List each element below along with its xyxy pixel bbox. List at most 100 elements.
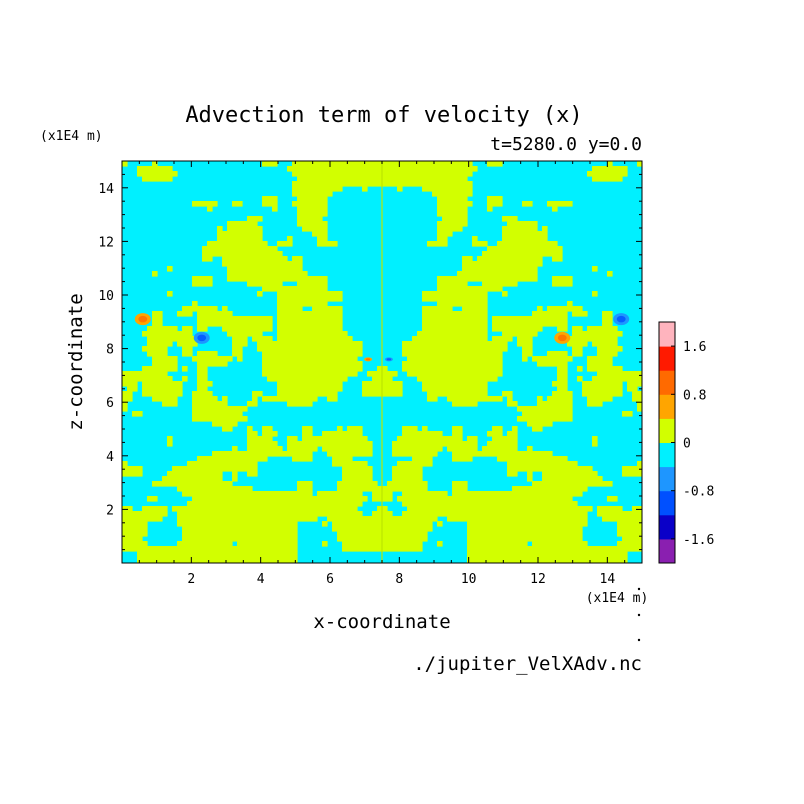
field-cell [312, 321, 318, 327]
field-cell [482, 346, 488, 352]
field-cell [352, 466, 358, 472]
field-cell [462, 501, 468, 507]
field-cell [232, 351, 238, 357]
field-cell [572, 541, 578, 547]
field-cell [527, 521, 533, 527]
field-cell [462, 191, 468, 197]
field-cell [277, 531, 283, 537]
field-cell [332, 176, 338, 182]
field-cell [337, 531, 343, 537]
field-cell [507, 561, 513, 563]
field-cell [227, 256, 233, 262]
field-cell [272, 261, 278, 267]
field-cell [192, 536, 198, 542]
field-cell [197, 406, 203, 412]
field-cell [317, 336, 323, 342]
field-cell [497, 526, 503, 532]
field-cell [607, 376, 613, 382]
field-cell [247, 401, 253, 407]
field-cell [532, 491, 538, 497]
field-cell [452, 206, 458, 212]
field-cell [597, 556, 603, 562]
field-cell [437, 321, 443, 327]
field-cell [412, 471, 418, 477]
field-cell [547, 486, 553, 492]
field-cell [457, 336, 463, 342]
field-cell [197, 491, 203, 497]
field-cell [342, 536, 348, 542]
field-cell [472, 546, 478, 552]
field-cell [267, 321, 273, 327]
field-cell [207, 456, 213, 462]
field-cell [157, 336, 163, 342]
field-cell [572, 551, 578, 557]
field-cell [262, 336, 268, 342]
field-cell [472, 236, 478, 242]
field-cell [187, 541, 193, 547]
field-cell [262, 256, 268, 262]
field-cell [287, 286, 293, 292]
field-cell [352, 491, 358, 497]
field-cell [207, 251, 213, 257]
field-cell [357, 511, 363, 517]
field-cell [237, 316, 243, 322]
field-cell [132, 371, 138, 377]
field-cell [272, 246, 278, 252]
field-cell [242, 231, 248, 237]
field-cell [562, 411, 568, 417]
field-cell [487, 561, 493, 563]
field-cell [337, 311, 343, 317]
field-cell [272, 361, 278, 367]
field-cell [252, 456, 258, 462]
field-cell [207, 546, 213, 552]
field-cell [557, 531, 563, 537]
field-cell [377, 386, 383, 392]
field-cell [407, 371, 413, 377]
field-cell [192, 521, 198, 527]
field-cell [397, 176, 403, 182]
field-cell [317, 171, 323, 177]
field-cell [632, 536, 638, 542]
field-cell [232, 221, 238, 227]
field-cell [202, 541, 208, 547]
field-cell [212, 561, 218, 563]
field-cell [562, 396, 568, 402]
field-cell [347, 446, 353, 452]
field-cell [547, 556, 553, 562]
field-cell [472, 356, 478, 362]
field-cell [527, 411, 533, 417]
field-cell [307, 431, 313, 437]
field-cell [402, 491, 408, 497]
field-cell [237, 241, 243, 247]
field-cell [262, 281, 268, 287]
field-cell [592, 376, 598, 382]
field-cell [382, 541, 388, 547]
field-cell [327, 361, 333, 367]
field-cell [312, 496, 318, 502]
field-cell [417, 171, 423, 177]
field-cell [482, 371, 488, 377]
field-cell [472, 301, 478, 307]
field-cell [412, 541, 418, 547]
field-cell [567, 341, 573, 347]
field-cell [307, 386, 313, 392]
field-cell [597, 376, 603, 382]
field-cell [477, 356, 483, 362]
field-cell [477, 331, 483, 337]
field-cell [517, 266, 523, 272]
field-cell [512, 551, 518, 557]
field-cell [622, 466, 628, 472]
field-cell [157, 391, 163, 397]
field-cell [277, 281, 283, 287]
field-cell [202, 366, 208, 372]
field-cell [527, 221, 533, 227]
field-cell [327, 446, 333, 452]
field-cell [572, 336, 578, 342]
field-cell [197, 316, 203, 322]
field-cell [502, 256, 508, 262]
field-cell [387, 496, 393, 502]
field-cell [477, 496, 483, 502]
field-cell [162, 396, 168, 402]
field-cell [562, 201, 568, 207]
field-cell [577, 541, 583, 547]
